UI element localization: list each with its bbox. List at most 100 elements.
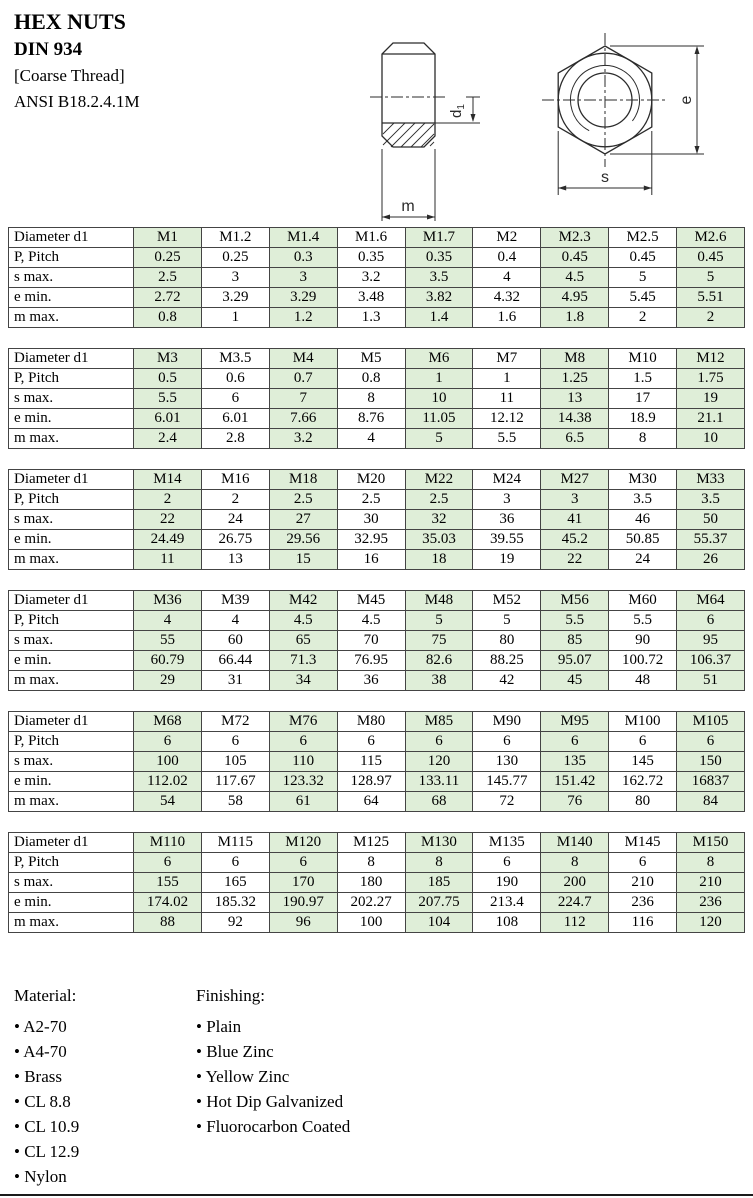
cell-value: 12.12 — [472, 408, 542, 429]
cell-value: 1 — [404, 368, 474, 389]
s-arrowhead-left — [558, 185, 567, 191]
cell-value: 108 — [472, 912, 542, 933]
dimension-table: Diameter d1 M110 M115 M120 M125 M130 M135 M140 M… — [8, 832, 745, 933]
cell-value: 2 — [676, 307, 745, 328]
cell-value: 207.75 — [404, 892, 474, 913]
cell-value: 42 — [472, 670, 542, 691]
cell-value: 3.2 — [268, 428, 338, 449]
cell-value: 46 — [608, 509, 677, 530]
page-title: HEX NUTS — [14, 9, 126, 34]
cell-value: 4.5 — [540, 267, 610, 288]
cell-value: 41 — [540, 509, 610, 530]
row-label: P, Pitch — [8, 731, 134, 752]
cell-value: 104 — [404, 912, 474, 933]
cell-value: 10 — [676, 428, 745, 449]
document-header: HEX NUTS DIN 934 [Coarse Thread] ANSI B1… — [14, 8, 140, 115]
row-label: e min. — [8, 408, 134, 429]
cell-value: 60 — [200, 630, 270, 651]
material-title: Material: — [14, 986, 77, 1005]
cell-value: 110 — [268, 751, 338, 772]
standard-number: DIN 934 — [14, 39, 83, 60]
cell-value: 116 — [608, 912, 677, 933]
cell-value: 72 — [472, 791, 542, 812]
cell-value: 0.4 — [472, 247, 542, 268]
column-header: M48 — [404, 590, 474, 611]
cell-value: 13 — [200, 549, 270, 570]
row-label: P, Pitch — [8, 852, 134, 873]
cell-value: 6 — [200, 852, 270, 873]
cell-value: 6.01 — [200, 408, 270, 429]
m-dimension-lines — [381, 149, 436, 221]
cell-value: 174.02 — [133, 892, 202, 913]
column-header: M64 — [676, 590, 745, 611]
cell-value: 64 — [336, 791, 406, 812]
cell-value: 120 — [404, 751, 474, 772]
cell-value: 1.4 — [404, 307, 474, 328]
column-header: M16 — [200, 469, 270, 490]
row-label: s max. — [8, 751, 134, 772]
cell-value: 4.5 — [268, 610, 338, 631]
cell-value: 6 — [540, 731, 610, 752]
row-label: e min. — [8, 287, 134, 308]
row-label: Diameter d1 — [8, 832, 134, 853]
side-view-drawing — [381, 42, 436, 148]
table-row: s max. 22 24 27 30 32 36 41 46 50 — [8, 509, 745, 530]
cell-value: 0.8 — [133, 307, 202, 328]
cell-value: 6 — [608, 731, 677, 752]
row-label: m max. — [8, 307, 134, 328]
cell-value: 133.11 — [404, 771, 474, 792]
cell-value: 3.5 — [404, 267, 474, 288]
cell-value: 236 — [676, 892, 745, 913]
column-header: M130 — [404, 832, 474, 853]
cell-value: 11 — [472, 388, 542, 409]
cell-value: 202.27 — [336, 892, 406, 913]
cell-value: 1.75 — [676, 368, 745, 389]
cell-value: 6 — [133, 731, 202, 752]
column-header: M22 — [404, 469, 474, 490]
cell-value: 8 — [676, 852, 745, 873]
cell-value: 65 — [268, 630, 338, 651]
cell-value: 2.5 — [268, 489, 338, 510]
cell-value: 27 — [268, 509, 338, 530]
table-row: e min. 112.02 117.67 123.32 128.97 133.11 145.… — [8, 771, 745, 792]
cell-value: 115 — [336, 751, 406, 772]
dimension-table: Diameter d1 M68 M72 M76 M80 M85 M90 M95 M100 M105… — [8, 711, 745, 812]
cell-value: 11 — [133, 549, 202, 570]
m-label: m — [401, 198, 414, 215]
row-label: s max. — [8, 267, 134, 288]
table-row: s max. 100 105 110 115 120 130 135 145 150 — [8, 751, 745, 772]
row-label: e min. — [8, 529, 134, 550]
list-item: • Plain — [196, 1017, 242, 1036]
cell-value: 32.95 — [336, 529, 406, 550]
column-header: M145 — [608, 832, 677, 853]
cell-value: 0.5 — [133, 368, 202, 389]
table-row: m max. 0.8 1 1.2 1.3 1.4 1.6 1.8 2 2 — [8, 307, 745, 328]
cell-value: 0.6 — [200, 368, 270, 389]
cell-value: 6 — [133, 852, 202, 873]
cell-value: 3 — [472, 489, 542, 510]
column-header: M2.5 — [608, 227, 677, 248]
cell-value: 145 — [608, 751, 677, 772]
column-header: M135 — [472, 832, 542, 853]
dimension-table: Diameter d1 M36 M39 M42 M45 M48 M52 M56 M60 M64 P,… — [8, 590, 745, 691]
table-row: e min. 2.72 3.29 3.29 3.48 3.82 4.32 4.95 5.45 5.… — [8, 287, 745, 308]
list-item: • A2-70 — [14, 1017, 67, 1036]
column-header: M100 — [608, 711, 677, 732]
row-label: Diameter d1 — [8, 348, 134, 369]
table-row: P, Pitch 6 6 6 8 8 6 8 6 8 — [8, 852, 745, 873]
cell-value: 3.82 — [404, 287, 474, 308]
table-row: e min. 6.01 6.01 7.66 8.76 11.05 12.12 14.38 18.… — [8, 408, 745, 429]
cell-value: 60.79 — [133, 650, 202, 671]
cell-value: 105 — [200, 751, 270, 772]
cell-value: 76 — [540, 791, 610, 812]
row-label: s max. — [8, 630, 134, 651]
cell-value: 130 — [472, 751, 542, 772]
table-row: s max. 55 60 65 70 75 80 85 90 95 — [8, 630, 745, 651]
column-header: M72 — [200, 711, 270, 732]
list-item: • CL 8.8 — [14, 1092, 71, 1111]
column-header: M1 — [133, 227, 202, 248]
cell-value: 26 — [676, 549, 745, 570]
hex-nut-technical-drawing: d1 m e s — [360, 25, 753, 227]
cell-value: 50 — [676, 509, 745, 530]
hex-nut-drawing-svg: d1 m e s — [370, 33, 704, 221]
